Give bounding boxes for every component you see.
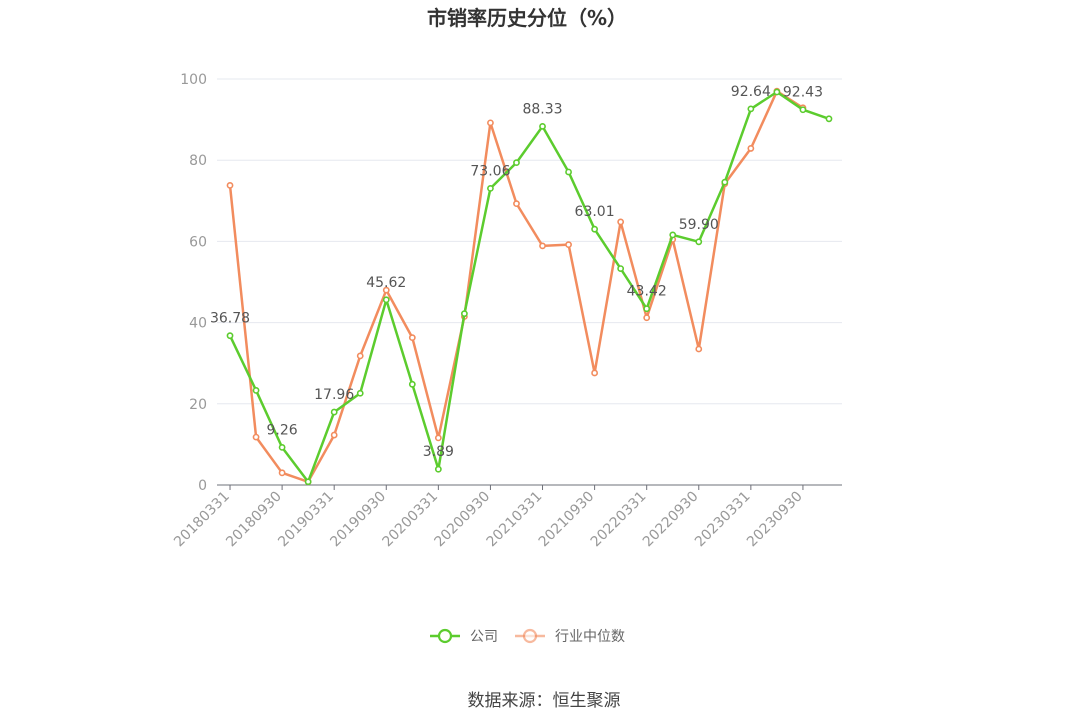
data-point — [799, 106, 807, 114]
data-point — [278, 469, 286, 477]
data-label: 92.43 — [783, 85, 823, 101]
data-point — [565, 168, 572, 176]
data-point — [539, 242, 546, 250]
data-point — [747, 105, 755, 113]
x-tick-label: 20220331 — [588, 489, 650, 551]
data-point — [617, 265, 625, 273]
data-label: 92.64 — [731, 84, 771, 100]
data-point — [382, 296, 390, 304]
x-axis: 2018033120180930201903312019093020200331… — [171, 484, 842, 551]
series-line — [228, 90, 830, 484]
data-point — [434, 465, 442, 473]
legend-marker — [437, 628, 453, 644]
data-point — [513, 200, 520, 208]
series-line — [228, 89, 804, 484]
data-labels: 36.78 9.26 17.96 45.62 3.89 73.06 88.33 63.01 43… — [210, 84, 823, 460]
data-label: 17.96 — [314, 387, 354, 403]
data-label: 63.01 — [575, 204, 615, 220]
y-tick-label: 0 — [198, 478, 207, 494]
x-tick-label: 20190930 — [327, 489, 389, 551]
y-tick-label: 80 — [189, 153, 207, 169]
x-tick-label: 20230930 — [744, 489, 806, 551]
legend[interactable]: 公司 行业中位数 — [430, 628, 625, 645]
data-point — [565, 241, 572, 249]
x-tick-label: 20180930 — [223, 489, 285, 551]
data-point — [460, 310, 468, 318]
data-point — [252, 433, 260, 441]
data-point — [408, 334, 416, 342]
data-label: 9.26 — [267, 422, 298, 438]
y-axis: 0 20 40 60 80 100 — [180, 72, 207, 494]
data-label: 45.62 — [366, 275, 406, 291]
data-point — [487, 119, 494, 127]
x-tick-label: 20190331 — [275, 489, 337, 551]
data-label: 73.06 — [470, 163, 510, 179]
data-point — [591, 369, 599, 377]
data-point — [773, 88, 781, 96]
data-label: 36.78 — [210, 311, 250, 327]
data-point — [252, 387, 260, 394]
x-tick-label: 20180331 — [171, 489, 233, 551]
data-point — [617, 218, 625, 226]
data-point — [408, 380, 416, 388]
source-note: 数据来源：恒生聚源 — [468, 691, 621, 711]
data-point — [356, 389, 364, 397]
data-point — [226, 181, 234, 189]
data-point — [434, 434, 442, 442]
legend-marker — [522, 628, 538, 644]
data-point — [747, 145, 755, 152]
data-point — [487, 184, 494, 192]
y-tick-label: 40 — [189, 316, 207, 332]
y-tick-label: 20 — [189, 397, 207, 413]
chart-title: 市销率历史分位（%） — [427, 6, 627, 30]
legend-label: 行业中位数 — [555, 629, 625, 645]
x-tick-label: 20220930 — [640, 489, 702, 551]
data-point — [695, 345, 703, 353]
data-point — [695, 238, 703, 246]
data-point — [226, 332, 234, 340]
data-point — [356, 352, 364, 360]
x-tick-label: 20200930 — [432, 489, 494, 551]
series-layer — [226, 87, 833, 486]
data-point — [278, 444, 286, 451]
data-point — [330, 431, 338, 439]
grid-lines — [217, 78, 842, 405]
data-point — [825, 115, 833, 123]
data-point — [643, 305, 651, 313]
x-tick-label: 20230331 — [692, 489, 754, 551]
data-label: 88.33 — [522, 101, 562, 117]
data-point — [330, 408, 338, 416]
data-point — [304, 478, 312, 486]
x-tick-label: 20210930 — [536, 489, 598, 551]
data-point — [721, 178, 729, 186]
data-point — [513, 159, 520, 167]
x-tick-label: 20210331 — [484, 489, 546, 551]
data-point — [591, 225, 599, 233]
data-label: 3.89 — [423, 444, 454, 460]
data-point — [539, 122, 546, 130]
x-tick-label: 20200331 — [379, 489, 441, 551]
y-tick-label: 60 — [189, 234, 207, 250]
data-point — [382, 286, 390, 294]
data-point — [643, 314, 651, 322]
data-label: 43.42 — [627, 284, 667, 300]
y-tick-label: 100 — [180, 72, 207, 88]
legend-label: 公司 — [470, 629, 498, 645]
data-label: 59.90 — [679, 217, 719, 233]
data-point — [669, 231, 677, 239]
